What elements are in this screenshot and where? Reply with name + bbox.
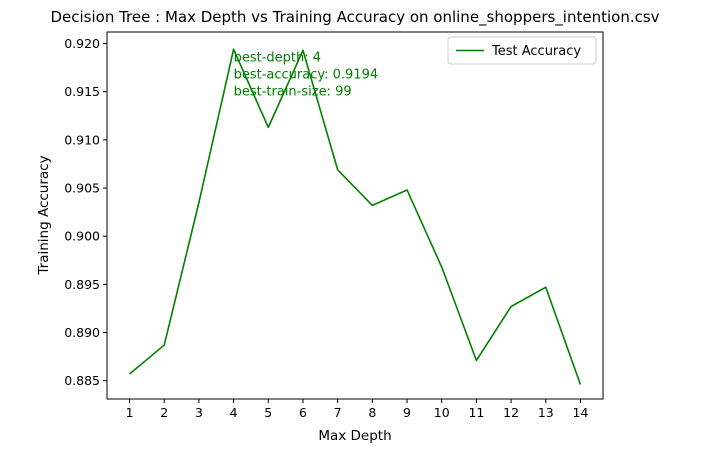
- y-tick-label: 0.915: [64, 84, 100, 99]
- y-tick-label: 0.905: [64, 181, 100, 196]
- legend-box: [447, 36, 597, 65]
- x-tick-label: 9: [403, 405, 411, 420]
- y-tick-label: 0.895: [64, 277, 100, 292]
- annotation-text: best-train-size: 99: [234, 84, 352, 99]
- x-tick-label: 12: [503, 405, 519, 420]
- plot-area: 1 2 3 4 5 6 7 8 9 10 11 12 13 140.8850.8900.8950.9000…: [64, 31, 604, 420]
- x-axis-label: Max Depth: [318, 428, 391, 444]
- annotation-text: best-accuracy: 0.9194: [234, 67, 379, 82]
- y-tick-label: 0.900: [64, 229, 100, 244]
- chart-title: Decision Tree : Max Depth vs Training Ac…: [50, 8, 659, 27]
- y-axis-label: Training Accuracy: [36, 155, 52, 275]
- y-tick-label: 0.920: [64, 36, 100, 51]
- x-tick-label: 8: [368, 405, 376, 420]
- legend-label: Test Accuracy: [491, 44, 581, 59]
- x-tick-label: 2: [160, 405, 168, 420]
- x-tick-label: 3: [195, 405, 203, 420]
- x-tick-label: 6: [299, 405, 307, 420]
- x-tick-label: 11: [468, 405, 484, 420]
- annotation-text: best-depth: 4: [234, 50, 321, 65]
- x-tick-label: 4: [230, 405, 238, 420]
- x-tick-label: 14: [573, 405, 589, 420]
- x-tick-label: 13: [538, 405, 554, 420]
- legend: Test Accuracy: [447, 36, 597, 65]
- x-tick-label: 1: [126, 405, 134, 420]
- plot-frame: [106, 31, 604, 400]
- y-tick-label: 0.890: [64, 325, 100, 340]
- x-tick-label: 5: [264, 405, 272, 420]
- x-tick-label: 7: [334, 405, 342, 420]
- x-tick-label: 10: [434, 405, 450, 420]
- series-line: [129, 48, 582, 385]
- y-tick-label: 0.910: [64, 132, 100, 147]
- y-tick-label: 0.885: [64, 373, 100, 388]
